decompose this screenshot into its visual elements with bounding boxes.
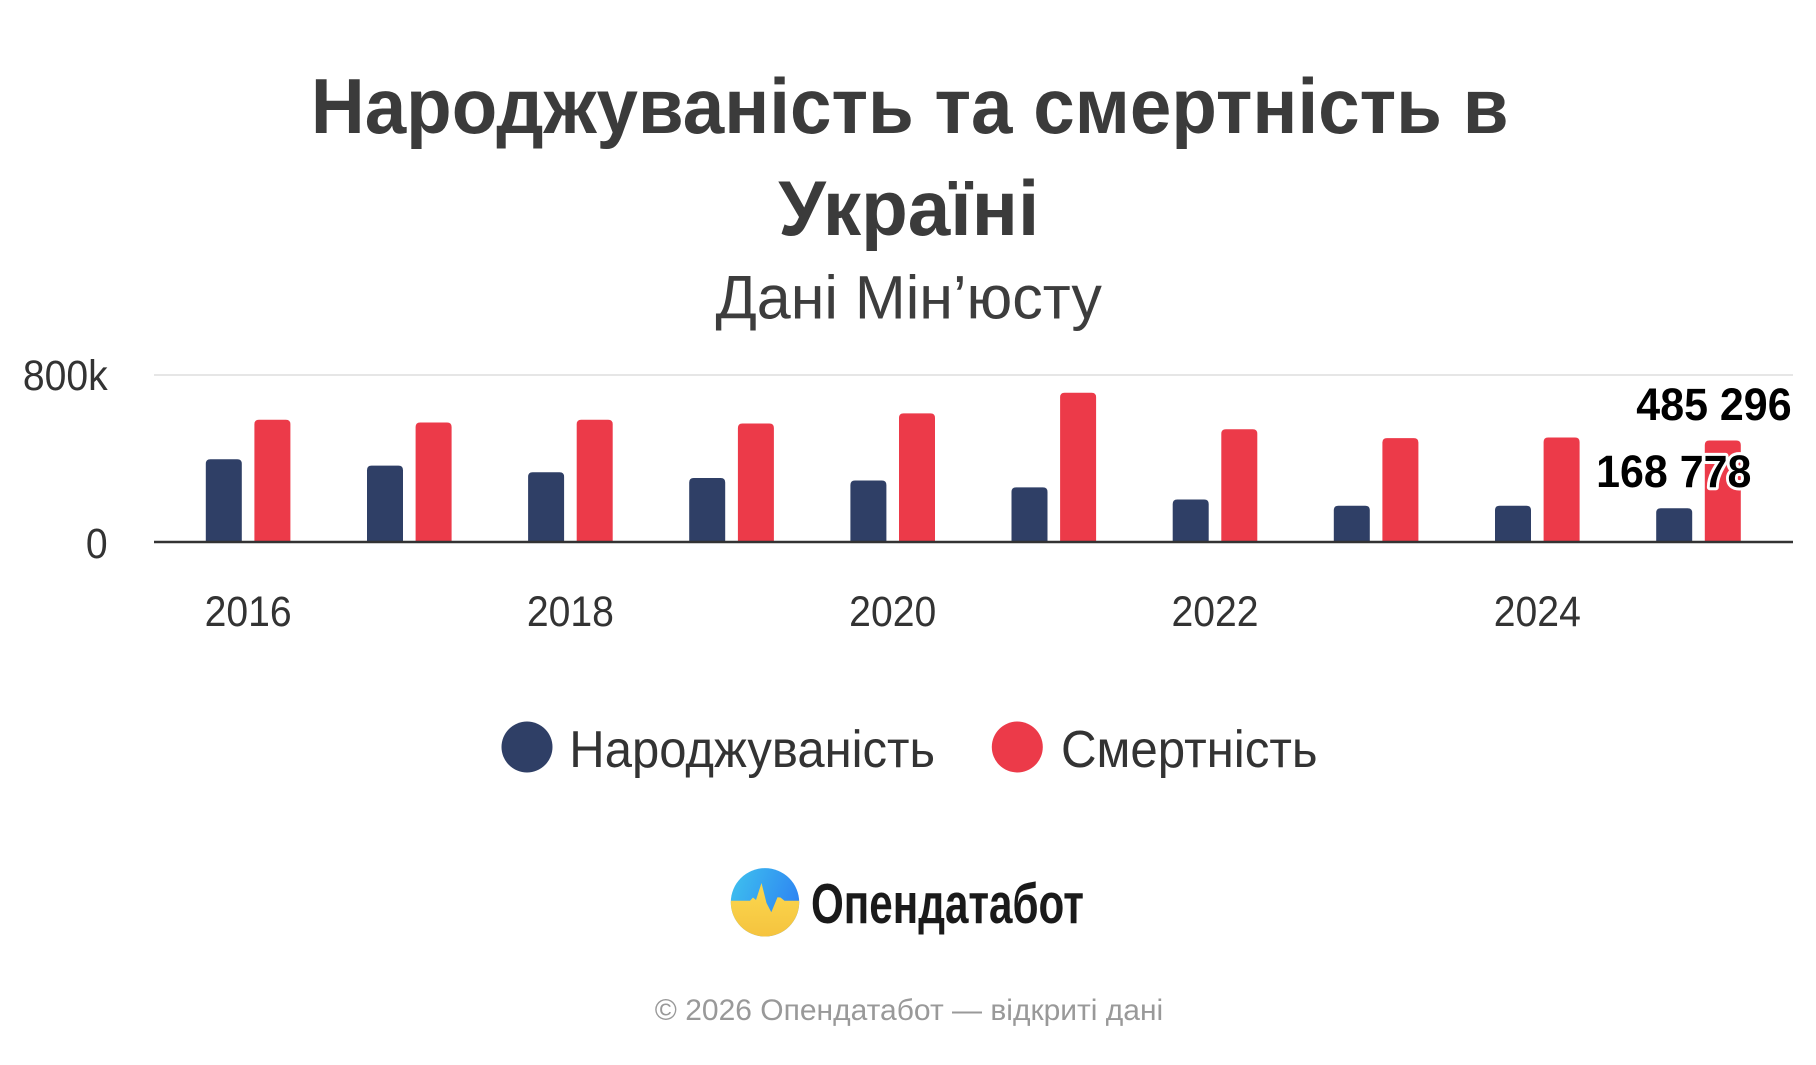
svg-text:Смертність: Смертність [1061, 720, 1318, 779]
svg-text:2022: 2022 [1171, 587, 1258, 635]
svg-text:Україні: Україні [778, 166, 1039, 253]
svg-text:Народжуваність: Народжуваність [569, 720, 935, 779]
svg-text:2020: 2020 [849, 587, 936, 635]
svg-text:Дані Мін’юсту: Дані Мін’юсту [715, 264, 1102, 332]
svg-text:2016: 2016 [205, 587, 292, 635]
svg-text:2018: 2018 [527, 587, 614, 635]
svg-text:800k: 800k [23, 351, 108, 399]
svg-text:485 296: 485 296 [1636, 380, 1791, 430]
svg-text:168 778: 168 778 [1596, 447, 1751, 497]
svg-text:2024: 2024 [1494, 587, 1581, 635]
svg-text:0: 0 [86, 519, 108, 567]
svg-text:Народжуваність та смертність в: Народжуваність та смертність в [311, 63, 1509, 150]
svg-text:© 2026 Опендатабот — відкриті: © 2026 Опендатабот — відкриті дані [655, 994, 1163, 1027]
svg-text:Опендатабот: Опендатабот [811, 872, 1084, 936]
